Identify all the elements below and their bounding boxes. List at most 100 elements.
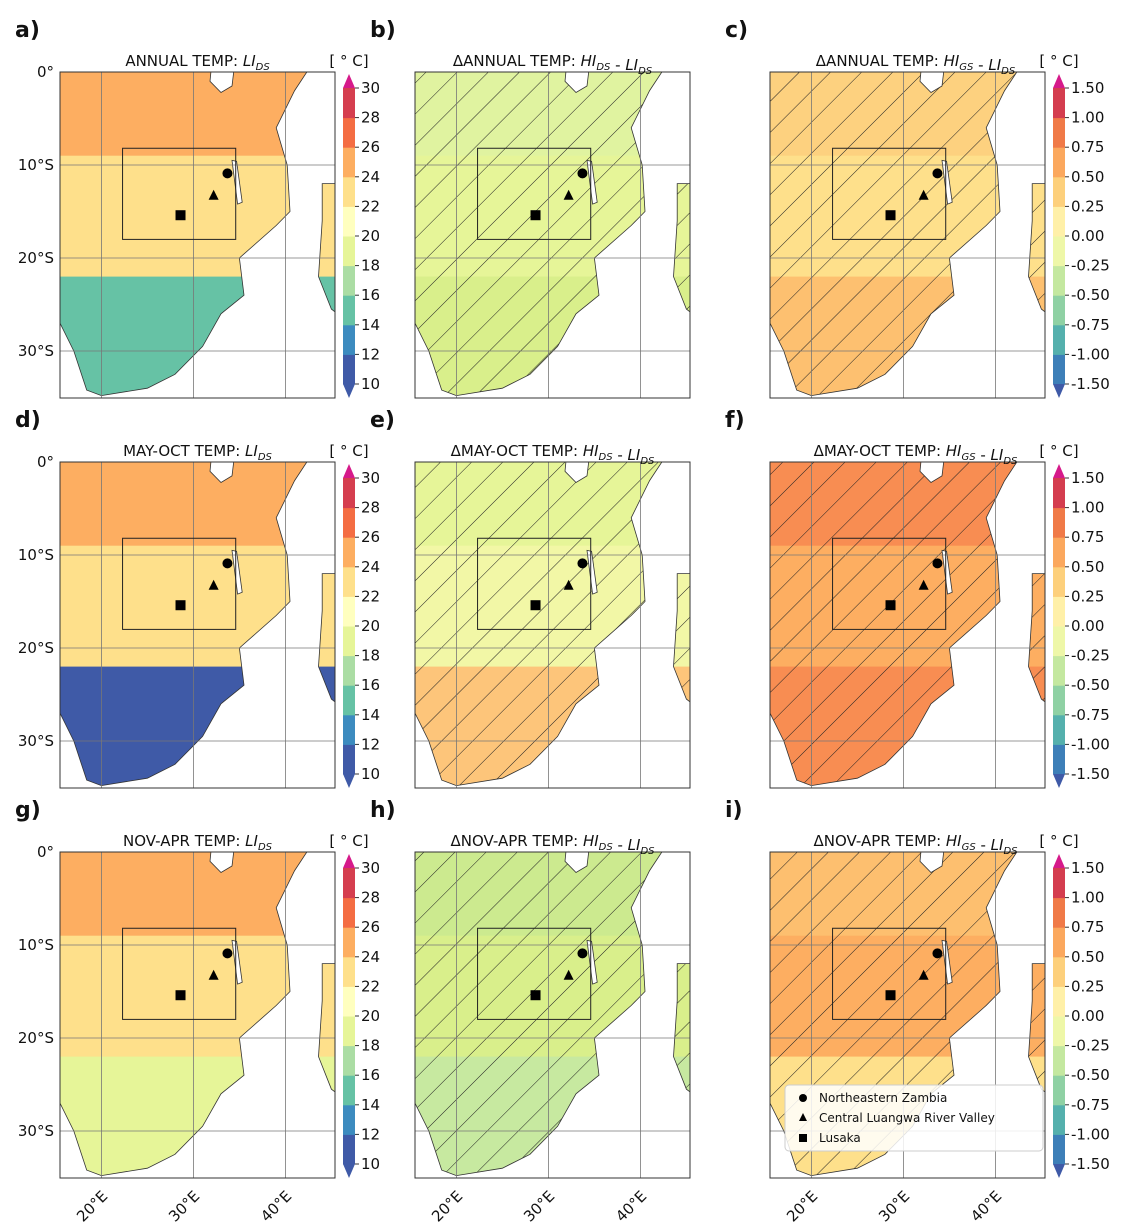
colorbar-segment [1053, 354, 1065, 385]
marker-lusaka [530, 600, 541, 611]
map-panel [59, 851, 336, 1179]
colorbar-segment [343, 537, 355, 568]
colorbar-segment [343, 354, 355, 385]
marker-northeastern-zambia [222, 168, 233, 179]
title-term: LI [628, 446, 641, 464]
colorbar-segment [1053, 206, 1065, 237]
title-term: LI [991, 446, 1004, 464]
lake [919, 462, 945, 484]
panel-title: NOV-APR TEMP: LIDS [123, 832, 273, 853]
marker-northeastern-zambia [932, 948, 943, 959]
colorbar-segment [1053, 655, 1065, 686]
title-subscript: DS [258, 452, 273, 463]
x-axis-label: 40°E [257, 1187, 295, 1225]
map-panel [769, 71, 1046, 399]
colorbar-segment [1053, 868, 1065, 899]
colorbar-segment [343, 88, 355, 119]
colorbar-extend [343, 854, 355, 868]
colorbar-segment [343, 596, 355, 627]
colorbar-label: 1.50 [1071, 859, 1104, 877]
colorbar-segment [1053, 265, 1065, 296]
colorbar-segment [1053, 1045, 1065, 1076]
map-panel [59, 461, 336, 789]
marker-luangwa [563, 579, 574, 590]
colorbar-label: 14 [361, 1096, 380, 1114]
colorbar-label: 18 [361, 257, 380, 275]
colorbar-label: 0.75 [1071, 528, 1104, 546]
colorbar-segment [343, 117, 355, 148]
colorbar-label: 1.50 [1071, 79, 1104, 97]
marker-lusaka [530, 210, 541, 221]
colorbar-label: -0.50 [1071, 286, 1110, 304]
legend-label: Northeastern Zambia [819, 1091, 947, 1105]
panel-letter: c) [725, 18, 748, 43]
colorbar-label: 10 [361, 375, 380, 393]
panel-title: ΔNOV-APR TEMP: HIDS - LIDS [451, 832, 656, 857]
map-frame [414, 71, 691, 399]
marker-northeastern-zambia [222, 948, 233, 959]
colorbar-label: 1.50 [1071, 469, 1104, 487]
title-subscript: DS [1003, 456, 1018, 467]
colorbar-segment [343, 626, 355, 657]
colorbar-segment [1053, 986, 1065, 1017]
colorbar-label: -1.00 [1071, 735, 1110, 753]
colorbar-segment [343, 1104, 355, 1135]
marker-luangwa [208, 189, 219, 200]
colorbar-label: 14 [361, 316, 380, 334]
colorbar-segment [343, 265, 355, 296]
title-prefix: MAY-OCT TEMP: [123, 442, 245, 460]
map-panel [414, 461, 691, 789]
colorbar-segment [343, 236, 355, 267]
colorbar-segment [1053, 176, 1065, 207]
colorbar-label: 20 [361, 227, 380, 245]
colorbar-segment [343, 566, 355, 597]
marker-northeastern-zambia [577, 948, 588, 959]
study-box [832, 537, 947, 630]
colorbar-segment [1053, 1134, 1065, 1165]
colorbar-label: 0.25 [1071, 587, 1104, 605]
colorbar-label: -0.25 [1071, 257, 1110, 275]
title-term: HI [946, 832, 962, 850]
marker-luangwa [208, 579, 219, 590]
colorbar-segment [343, 1045, 355, 1076]
study-box [122, 927, 237, 1020]
legend-marker [799, 1094, 807, 1102]
x-axis-label: 40°E [967, 1187, 1005, 1225]
colorbar-label: 10 [361, 765, 380, 783]
colorbar-segment [1053, 537, 1065, 568]
colorbar-segment [1053, 685, 1065, 716]
map-frame [59, 461, 336, 789]
y-axis-label: 10°S [18, 156, 54, 174]
colorbar-label: 28 [361, 889, 380, 907]
colorbar-label: -0.75 [1071, 1096, 1110, 1114]
colorbar-label: 16 [361, 286, 380, 304]
colorbar-segment [1053, 88, 1065, 119]
colorbar-extend [1053, 384, 1065, 398]
coastline [673, 183, 690, 313]
colorbar-label: 12 [361, 735, 380, 753]
title-subscript: DS [640, 846, 655, 857]
map-panel [59, 71, 336, 399]
y-axis-label: 0° [37, 63, 54, 81]
title-term: LI [991, 836, 1004, 854]
title-subscript: DS [1001, 66, 1016, 77]
y-axis-label: 20°S [18, 249, 54, 267]
colorbar-unit: [ ° C] [329, 832, 368, 850]
colorbar-extend [343, 74, 355, 88]
title-prefix: NOV-APR TEMP: [123, 832, 245, 850]
marker-lusaka [530, 990, 541, 1001]
title-prefix: ΔNOV-APR TEMP: [813, 832, 945, 850]
x-axis-label: 30°E [875, 1187, 913, 1225]
marker-northeastern-zambia [577, 168, 588, 179]
legend-marker [799, 1134, 807, 1142]
colorbar-label: 0.50 [1071, 558, 1104, 576]
colorbar-label: 18 [361, 1037, 380, 1055]
panel-title: ΔMAY-OCT TEMP: HIDS - LIDS [451, 442, 655, 467]
colorbar-label: -1.00 [1071, 345, 1110, 363]
title-term: HI [946, 442, 962, 460]
title-subscript: GS [959, 62, 974, 73]
panel-title: ΔANNUAL TEMP: HIGS - LIDS [816, 52, 1016, 77]
marker-lusaka [175, 210, 186, 221]
marker-luangwa [918, 579, 929, 590]
